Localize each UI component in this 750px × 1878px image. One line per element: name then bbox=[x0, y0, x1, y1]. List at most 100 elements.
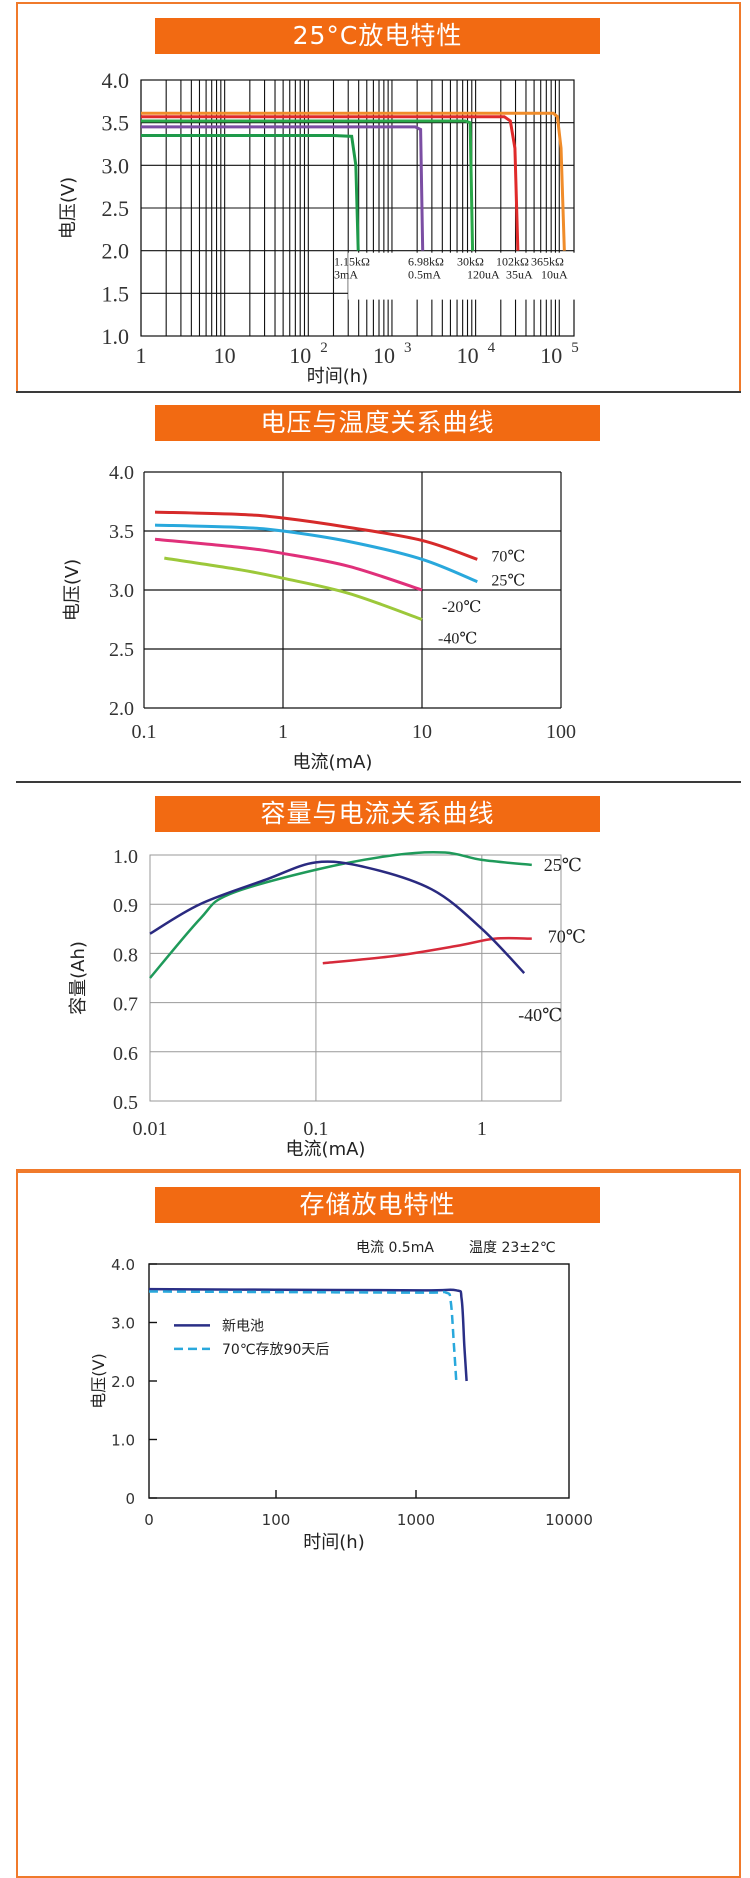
series-label-resistance: 102kΩ bbox=[496, 255, 529, 269]
y-tick-label: 1.5 bbox=[102, 281, 130, 306]
panel-capacity-current bbox=[16, 783, 737, 1169]
series-line-3 bbox=[154, 537, 423, 592]
y-tick-label: 2.5 bbox=[102, 196, 130, 221]
y-tick-label: 2.5 bbox=[109, 639, 134, 661]
y-tick-label: 4.0 bbox=[102, 68, 130, 93]
legend-label: 70℃存放90天后 bbox=[222, 1342, 329, 1358]
series-label: 70℃ bbox=[548, 927, 586, 947]
divider-1 bbox=[16, 391, 741, 393]
x-tick-label: 10 bbox=[373, 343, 395, 368]
series-line-1 bbox=[154, 510, 478, 561]
series-label-current: 35uA bbox=[506, 268, 533, 282]
x-tick-label: 0 bbox=[144, 1511, 154, 1529]
y-tick-label: 0.8 bbox=[113, 944, 138, 966]
y-tick-label: 4.0 bbox=[111, 1256, 135, 1274]
x-axis-title: 时间(h) bbox=[307, 366, 368, 387]
x-tick-label: 10 bbox=[540, 343, 562, 368]
chart-capacity-current: 1.0 0.9 0.8 0.7 0.6 0.5 0.01 0.1 1 25℃ 70℃ -40℃ 电流(m… bbox=[68, 846, 586, 1160]
x-tick-label: 1 bbox=[278, 721, 288, 743]
y-tick-label: 0.6 bbox=[113, 1043, 138, 1065]
x-tick-label: 0.1 bbox=[132, 721, 157, 743]
series-label-resistance: 365kΩ bbox=[531, 255, 564, 269]
y-axis-title: 容量(Ah) bbox=[68, 941, 89, 1015]
chart-voltage-temperature: 0.1 1 10 100 4.0 3.5 3.0 2.5 2.0 70℃ 25℃ -20℃ -40℃ 电流… bbox=[62, 462, 576, 773]
x-tick-label: 1 bbox=[136, 343, 147, 368]
y-tick-label: 4.0 bbox=[109, 462, 134, 484]
legend-label: 新电池 bbox=[222, 1318, 264, 1334]
y-tick-label: 1.0 bbox=[111, 1432, 135, 1450]
y-tick-label: 2.0 bbox=[111, 1373, 135, 1391]
x-tick-label: 1000 bbox=[397, 1511, 435, 1529]
plot-frame bbox=[148, 1263, 570, 1499]
y-axis-title: 电压(V) bbox=[62, 559, 83, 621]
series-label-current: 10uA bbox=[541, 268, 568, 282]
y-tick-label: 3.0 bbox=[111, 1315, 135, 1333]
series-line-2 bbox=[141, 125, 425, 251]
y-tick-label: 3.0 bbox=[102, 153, 130, 178]
y-tick-label: 3.5 bbox=[102, 111, 130, 136]
x-tick-label: 100 bbox=[262, 1511, 291, 1529]
x-tick-label: 100 bbox=[546, 721, 576, 743]
chart2-title: 电压与温度关系曲线 bbox=[155, 405, 600, 441]
y-tick-label: 3.5 bbox=[109, 521, 134, 543]
annotation-current: 电流 0.5mA bbox=[356, 1240, 434, 1256]
series-label-current: 120uA bbox=[467, 268, 500, 282]
divider-3 bbox=[16, 1169, 741, 1171]
plot-frame bbox=[140, 79, 575, 337]
x-tick-exponent: 3 bbox=[404, 340, 412, 356]
series-label: 25℃ bbox=[544, 855, 582, 875]
series-line-5 bbox=[141, 111, 566, 251]
x-tick-label: 1 bbox=[477, 1118, 487, 1140]
chart-storage-discharge: 4.0 3.0 2.0 1.0 00 100 1000 10000 新电池 70℃存放90天后 电流… bbox=[89, 1240, 593, 1553]
x-tick-label: 10 bbox=[412, 721, 432, 743]
x-tick-exponent: 5 bbox=[571, 340, 579, 356]
x-tick-label: 10 bbox=[289, 343, 311, 368]
series-label-current: 0.5mA bbox=[408, 268, 441, 282]
x-tick-label: 0.1 bbox=[303, 1118, 328, 1140]
x-tick-exponent: 2 bbox=[320, 340, 328, 356]
divider-2 bbox=[16, 781, 741, 783]
x-tick-label: 0.01 bbox=[133, 1118, 168, 1140]
y-tick-label: 0.7 bbox=[113, 994, 138, 1016]
chart1-title: 25°C放电特性 bbox=[155, 18, 600, 54]
series-line-2 bbox=[148, 1290, 458, 1382]
x-axis-title: 电流(mA) bbox=[286, 1139, 366, 1160]
series-line-1 bbox=[141, 133, 360, 251]
y-tick-label: 0 bbox=[125, 1490, 135, 1508]
series-label: 25℃ bbox=[491, 573, 525, 590]
x-axis-title: 时间(h) bbox=[303, 1532, 364, 1553]
series-line-3 bbox=[149, 860, 526, 974]
series-line-1 bbox=[149, 850, 532, 979]
y-axis-title: 电压(V) bbox=[58, 177, 79, 239]
x-tick-label: 10 bbox=[457, 343, 479, 368]
series-line-1 bbox=[148, 1287, 468, 1382]
x-tick-label: 10000 bbox=[545, 1511, 593, 1529]
series-label-current: 3mA bbox=[334, 268, 358, 282]
series-line-3 bbox=[141, 119, 475, 251]
series-line-2 bbox=[154, 523, 478, 584]
chart3-title: 容量与电流关系曲线 bbox=[155, 796, 600, 832]
x-tick-exponent: 4 bbox=[488, 340, 496, 356]
x-axis-title: 电流(mA) bbox=[293, 752, 373, 773]
y-axis-title: 电压(V) bbox=[89, 1353, 108, 1408]
series-label-resistance: 6.98kΩ bbox=[408, 255, 444, 269]
x-tick-label: 10 bbox=[214, 343, 236, 368]
y-tick-label: 0.5 bbox=[113, 1092, 138, 1114]
plot-frame bbox=[149, 854, 562, 1102]
series-line-2 bbox=[322, 936, 532, 965]
annotation-temperature: 温度 23±2℃ bbox=[469, 1240, 556, 1256]
series-label-resistance: 1.15kΩ bbox=[334, 255, 370, 269]
y-tick-label: 2.0 bbox=[102, 239, 130, 264]
y-tick-label: 1.0 bbox=[113, 846, 138, 868]
series-line-4 bbox=[164, 556, 423, 621]
series-line-4 bbox=[141, 115, 520, 251]
panel-voltage-temperature bbox=[16, 393, 737, 781]
series-label: -40℃ bbox=[518, 1005, 562, 1025]
chart4-title: 存储放电特性 bbox=[155, 1187, 600, 1223]
series-label: -20℃ bbox=[442, 599, 481, 616]
y-tick-label: 2.0 bbox=[109, 698, 134, 720]
series-label: 70℃ bbox=[491, 548, 525, 565]
series-label-resistance: 30kΩ bbox=[457, 255, 484, 269]
series-label: -40℃ bbox=[438, 631, 477, 648]
